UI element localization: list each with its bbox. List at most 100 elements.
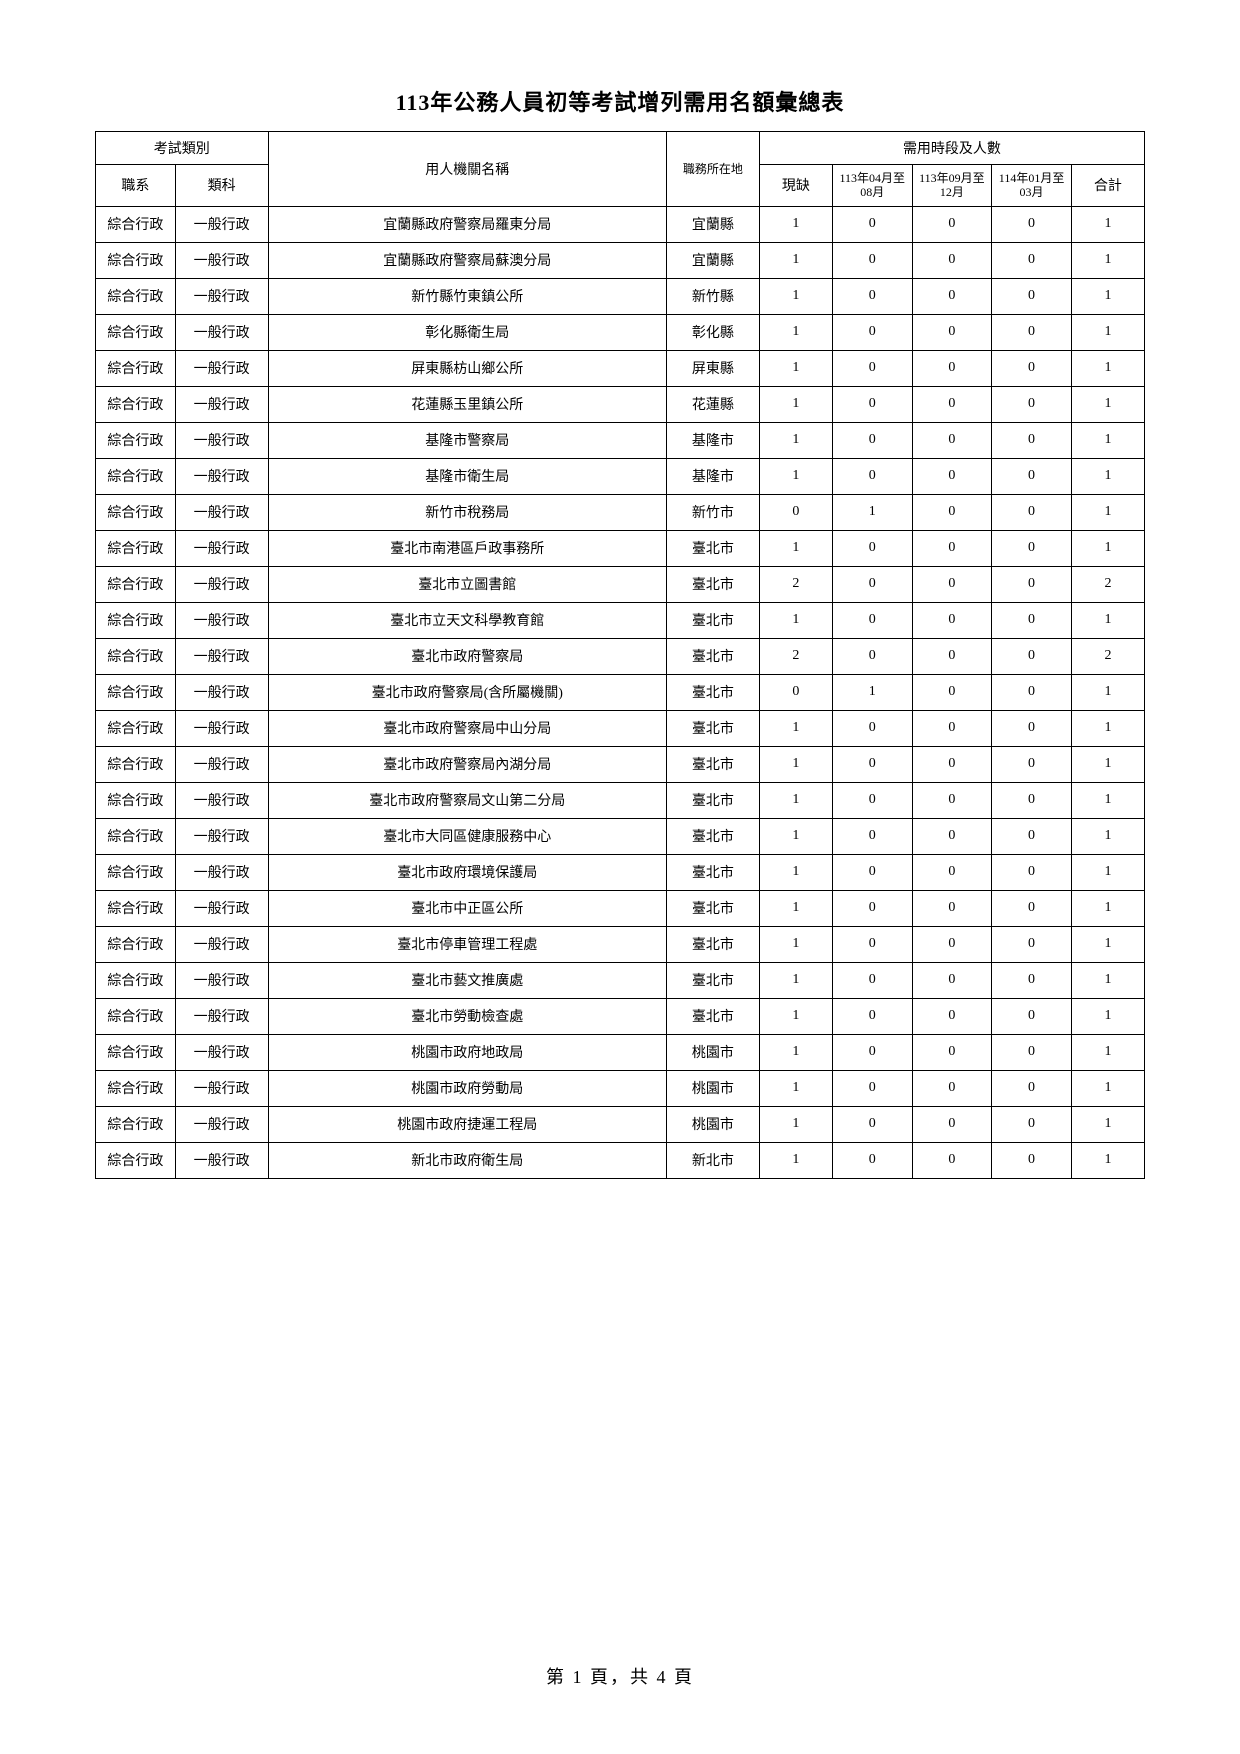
cell-loc: 基隆市 xyxy=(666,422,759,458)
cell-loc: 新北市 xyxy=(666,1142,759,1178)
cell-org: 新北市政府衛生局 xyxy=(268,1142,666,1178)
cell-org: 臺北市立天文科學教育館 xyxy=(268,602,666,638)
cell-job-series: 綜合行政 xyxy=(96,278,176,314)
cell-subject: 一般行政 xyxy=(175,854,268,890)
cell-period-3: 0 xyxy=(992,710,1072,746)
cell-period-2: 0 xyxy=(912,1142,992,1178)
table-row: 綜合行政一般行政臺北市大同區健康服務中心臺北市10001 xyxy=(96,818,1145,854)
cell-loc: 桃園市 xyxy=(666,1106,759,1142)
cell-current: 1 xyxy=(759,386,832,422)
cell-org: 臺北市政府環境保護局 xyxy=(268,854,666,890)
cell-job-series: 綜合行政 xyxy=(96,674,176,710)
cell-period-3: 0 xyxy=(992,494,1072,530)
table-row: 綜合行政一般行政臺北市藝文推廣處臺北市10001 xyxy=(96,962,1145,998)
cell-period-3: 0 xyxy=(992,890,1072,926)
cell-current: 1 xyxy=(759,746,832,782)
cell-job-series: 綜合行政 xyxy=(96,638,176,674)
cell-period-2: 0 xyxy=(912,530,992,566)
cell-period-3: 0 xyxy=(992,854,1072,890)
cell-org: 臺北市中正區公所 xyxy=(268,890,666,926)
cell-total: 1 xyxy=(1071,1106,1144,1142)
cell-total: 1 xyxy=(1071,530,1144,566)
cell-total: 1 xyxy=(1071,962,1144,998)
cell-total: 1 xyxy=(1071,458,1144,494)
cell-period-1: 0 xyxy=(832,638,912,674)
cell-period-2: 0 xyxy=(912,350,992,386)
cell-period-1: 1 xyxy=(832,494,912,530)
cell-period-3: 0 xyxy=(992,926,1072,962)
cell-period-1: 1 xyxy=(832,674,912,710)
cell-subject: 一般行政 xyxy=(175,206,268,242)
cell-period-1: 0 xyxy=(832,314,912,350)
cell-period-3: 0 xyxy=(992,350,1072,386)
cell-loc: 臺北市 xyxy=(666,602,759,638)
cell-loc: 新竹縣 xyxy=(666,278,759,314)
cell-job-series: 綜合行政 xyxy=(96,998,176,1034)
table-row: 綜合行政一般行政臺北市停車管理工程處臺北市10001 xyxy=(96,926,1145,962)
cell-loc: 臺北市 xyxy=(666,962,759,998)
cell-current: 1 xyxy=(759,818,832,854)
cell-period-3: 0 xyxy=(992,818,1072,854)
cell-job-series: 綜合行政 xyxy=(96,710,176,746)
cell-period-2: 0 xyxy=(912,746,992,782)
cell-period-2: 0 xyxy=(912,818,992,854)
cell-subject: 一般行政 xyxy=(175,422,268,458)
cell-current: 1 xyxy=(759,926,832,962)
cell-job-series: 綜合行政 xyxy=(96,206,176,242)
cell-job-series: 綜合行政 xyxy=(96,782,176,818)
cell-period-3: 0 xyxy=(992,386,1072,422)
cell-org: 桃園市政府捷運工程局 xyxy=(268,1106,666,1142)
cell-total: 1 xyxy=(1071,746,1144,782)
cell-job-series: 綜合行政 xyxy=(96,1142,176,1178)
cell-current: 1 xyxy=(759,1142,832,1178)
cell-loc: 臺北市 xyxy=(666,818,759,854)
cell-org: 彰化縣衛生局 xyxy=(268,314,666,350)
header-exam-type-group: 考試類別 xyxy=(96,132,269,165)
cell-current: 1 xyxy=(759,350,832,386)
table-row: 綜合行政一般行政桃園市政府捷運工程局桃園市10001 xyxy=(96,1106,1145,1142)
cell-loc: 宜蘭縣 xyxy=(666,206,759,242)
table-row: 綜合行政一般行政屏東縣枋山鄉公所屏東縣10001 xyxy=(96,350,1145,386)
cell-total: 2 xyxy=(1071,566,1144,602)
header-subject: 類科 xyxy=(175,165,268,207)
cell-loc: 屏東縣 xyxy=(666,350,759,386)
cell-job-series: 綜合行政 xyxy=(96,962,176,998)
cell-period-2: 0 xyxy=(912,566,992,602)
cell-current: 1 xyxy=(759,710,832,746)
table-row: 綜合行政一般行政臺北市政府警察局內湖分局臺北市10001 xyxy=(96,746,1145,782)
cell-org: 臺北市政府警察局文山第二分局 xyxy=(268,782,666,818)
cell-job-series: 綜合行政 xyxy=(96,602,176,638)
cell-period-2: 0 xyxy=(912,458,992,494)
cell-subject: 一般行政 xyxy=(175,710,268,746)
cell-period-1: 0 xyxy=(832,1142,912,1178)
cell-loc: 新竹市 xyxy=(666,494,759,530)
cell-loc: 臺北市 xyxy=(666,638,759,674)
cell-period-2: 0 xyxy=(912,278,992,314)
cell-period-3: 0 xyxy=(992,602,1072,638)
cell-subject: 一般行政 xyxy=(175,530,268,566)
cell-period-2: 0 xyxy=(912,1070,992,1106)
table-row: 綜合行政一般行政桃園市政府地政局桃園市10001 xyxy=(96,1034,1145,1070)
cell-subject: 一般行政 xyxy=(175,314,268,350)
cell-current: 1 xyxy=(759,458,832,494)
cell-period-2: 0 xyxy=(912,242,992,278)
cell-org: 基隆市警察局 xyxy=(268,422,666,458)
cell-subject: 一般行政 xyxy=(175,1070,268,1106)
cell-current: 2 xyxy=(759,566,832,602)
cell-period-1: 0 xyxy=(832,746,912,782)
cell-period-1: 0 xyxy=(832,458,912,494)
cell-loc: 基隆市 xyxy=(666,458,759,494)
cell-job-series: 綜合行政 xyxy=(96,422,176,458)
table-row: 綜合行政一般行政臺北市政府警察局中山分局臺北市10001 xyxy=(96,710,1145,746)
cell-period-2: 0 xyxy=(912,962,992,998)
cell-job-series: 綜合行政 xyxy=(96,242,176,278)
cell-current: 1 xyxy=(759,278,832,314)
cell-period-3: 0 xyxy=(992,1070,1072,1106)
cell-total: 1 xyxy=(1071,350,1144,386)
cell-job-series: 綜合行政 xyxy=(96,1106,176,1142)
cell-subject: 一般行政 xyxy=(175,350,268,386)
cell-total: 1 xyxy=(1071,206,1144,242)
cell-org: 臺北市勞動檢查處 xyxy=(268,998,666,1034)
cell-period-3: 0 xyxy=(992,962,1072,998)
cell-total: 1 xyxy=(1071,998,1144,1034)
